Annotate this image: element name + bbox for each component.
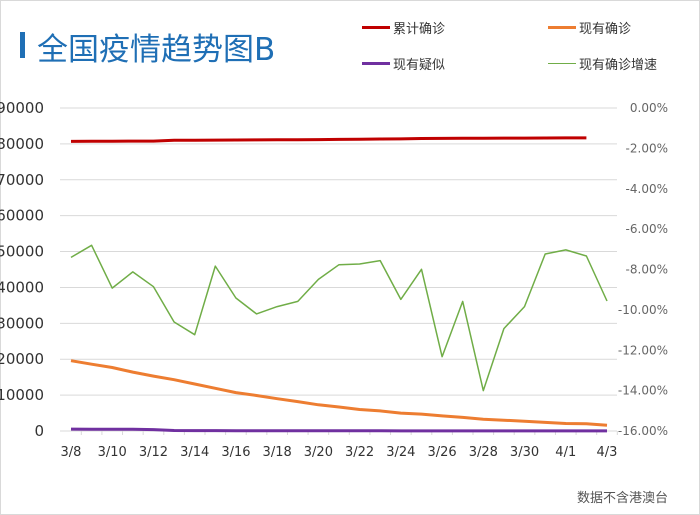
y-right-tick-label: -14.00% [618, 384, 668, 398]
legend-item-suspected: 现有疑似 [362, 54, 445, 73]
x-tick-label: 3/18 [263, 445, 292, 460]
y-left-tick-label: 50000 [0, 243, 44, 261]
x-tick-label: 3/28 [469, 445, 498, 460]
x-tick-label: 3/12 [139, 445, 168, 460]
x-tick-label: 3/16 [221, 445, 250, 460]
legend-swatch [362, 26, 390, 29]
y-left-tick-label: 30000 [0, 314, 44, 332]
legend-swatch [362, 62, 390, 65]
y-right-tick-label: 0.00% [630, 101, 668, 115]
title-accent-bar [20, 32, 25, 58]
y-left-tick-label: 90000 [0, 99, 44, 117]
legend-label: 累计确诊 [393, 22, 446, 37]
x-tick-label: 3/22 [345, 445, 374, 460]
legend-swatch [548, 26, 576, 29]
y-left-tick-label: 70000 [0, 171, 44, 189]
x-tick-label: 3/14 [180, 445, 209, 460]
footnote: 数据不含港澳台 [576, 491, 668, 506]
y-right-tick-label: -4.00% [626, 182, 668, 196]
x-tick-label: 3/20 [304, 445, 333, 460]
y-right-tick-label: -2.00% [626, 141, 668, 155]
legend-item-current: 现有确诊 [548, 18, 631, 37]
series-line-3 [70, 244, 608, 392]
chart-title: 全国疫情趋势图B [37, 32, 276, 68]
y-right-tick-label: -12.00% [618, 343, 668, 357]
legend-label: 现有疑似 [393, 58, 446, 73]
y-left-tick-label: 40000 [0, 278, 44, 296]
x-tick-label: 4/1 [555, 445, 576, 460]
legend-item-cumulative: 累计确诊 [362, 18, 445, 37]
y-left-tick-label: 0 [34, 422, 44, 440]
x-tick-label: 3/30 [510, 445, 539, 460]
y-right-tick-label: -16.00% [618, 424, 668, 438]
x-tick-label: 3/8 [61, 445, 82, 460]
y-right-tick-label: -6.00% [626, 222, 668, 236]
x-tick-label: 3/24 [386, 445, 415, 460]
y-left-tick-label: 60000 [0, 207, 44, 225]
legend-label: 现有确诊 [579, 22, 632, 37]
y-left-tick-label: 10000 [0, 386, 44, 404]
x-tick-label: 4/3 [597, 445, 618, 460]
legend-swatch [548, 62, 576, 65]
x-tick-label: 3/10 [98, 445, 127, 460]
legend-item-growth: 现有确诊增速 [548, 54, 657, 73]
y-left-tick-label: 80000 [0, 135, 44, 153]
series-line-0 [70, 136, 587, 143]
y-right-tick-label: -10.00% [618, 303, 668, 317]
series-line-1 [70, 359, 608, 427]
y-left-tick-label: 20000 [0, 350, 44, 368]
x-tick-label: 3/26 [427, 445, 456, 460]
legend-label: 现有确诊增速 [579, 58, 658, 73]
y-right-tick-label: -8.00% [626, 263, 668, 277]
series-line-2 [70, 427, 607, 433]
